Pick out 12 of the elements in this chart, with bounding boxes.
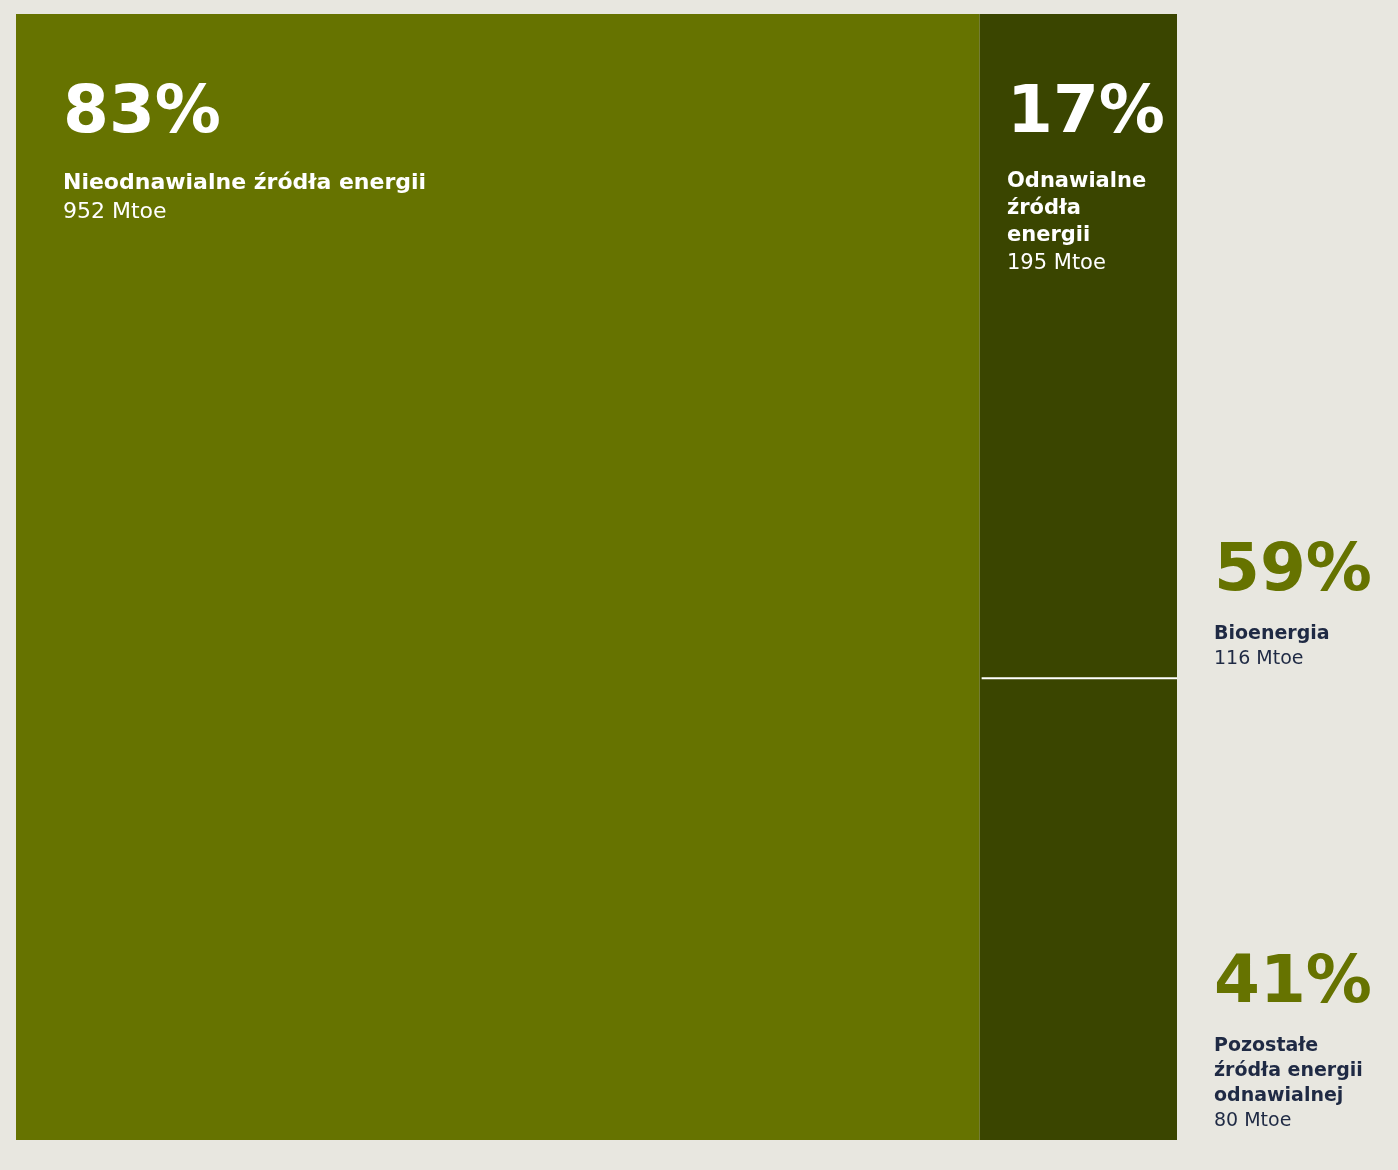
category-label: Nieodnawialne źródła energii (63, 169, 427, 195)
category-label: Pozostałe źródła energii odnawialnej (1214, 1033, 1363, 1105)
text: 80 Mtoe (1214, 1107, 1292, 1130)
data-label: 41% (1214, 941, 1372, 1018)
category-label: Odnawialne źródła energii (1007, 167, 1147, 247)
data-label: 83% (63, 71, 221, 148)
text: 195 Mtoe (1007, 249, 1106, 274)
text: 952 Mtoe (63, 197, 167, 223)
data-label: 59% (1214, 529, 1372, 606)
category-label: Bioenergia (1214, 621, 1330, 644)
text: 116 Mtoe (1214, 646, 1304, 669)
data-label: 17% (1007, 71, 1165, 148)
